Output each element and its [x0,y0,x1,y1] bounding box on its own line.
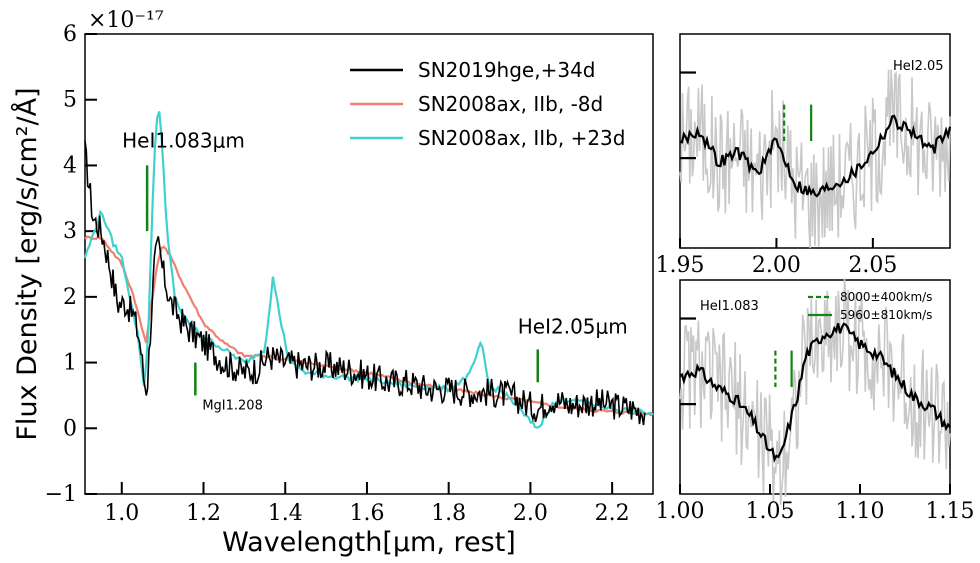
smoothed-spectrum-line [679,322,951,463]
y-tick-label: 4 [63,153,77,178]
inset-top-ticks: 1.95 2.00 2.05 [656,71,897,278]
legend-entry: SN2008ax, IIb, +23d [418,126,625,150]
x-tick-label: 2.05 [848,253,897,278]
smoothed-spectrum-line [679,114,952,198]
y-scale-label: ×10⁻¹⁷ [88,8,164,33]
inset-bottom-ticks: 1.00 1.05 1.10 1.15 [656,317,975,524]
y-tick-label: 0 [63,416,77,441]
inset-legend-entry: 8000±400km/s [840,290,932,304]
inset-bottom-panel: 1.00 1.05 1.10 1.15 HeI1.083 8000±400km/s 59… [656,278,975,524]
main-annotations: HeI1.083μm MgI1.208 HeI2.05μm [122,128,628,413]
inset-bottom-frame [679,279,951,495]
x-tick-label: 1.4 [268,501,303,526]
series-line [84,140,646,426]
x-tick-label: 1.05 [746,499,795,524]
inset-bottom-content [679,278,951,505]
annotation-label: MgI1.208 [202,398,263,413]
x-tick-label: 1.00 [656,499,705,524]
inset-top-label: HeI2.05 [893,59,944,74]
y-tick-label: 3 [63,219,77,244]
x-tick-label: 1.10 [836,499,885,524]
raw-spectrum-line [679,69,951,249]
x-axis-label: Wavelength[μm, rest] [222,527,516,558]
inset-top-panel: 1.95 2.00 2.05 HeI2.05 [656,33,952,278]
y-tick-label: 6 [63,22,77,47]
y-tick-label: 1 [63,351,77,376]
annotation-label: HeI2.05μm [518,314,628,338]
x-tick-label: 1.95 [656,253,705,278]
legend-entry: SN2019hge,+34d [418,58,596,82]
main-panel: 1.0 1.2 1.4 1.6 1.8 2.0 2.2 −1 0 1 2 3 4 5 6 HeI1.083μ… [11,8,654,558]
y-axis-label: Flux Density [erg/s/cm²/Å] [11,87,43,440]
raw-spectrum-line [679,278,951,505]
inset-bottom-legend: 8000±400km/s 5960±810km/s [808,290,932,322]
y-tick-label: 5 [63,88,77,113]
annotation-label: HeI1.083μm [122,128,245,152]
series-line [84,235,654,417]
y-tick-label: −1 [45,482,77,507]
inset-bottom-label: HeI1.083 [700,299,759,314]
legend-entry: SN2008ax, IIb, -8d [418,92,603,116]
x-tick-label: 1.6 [349,501,384,526]
y-tick-label: 2 [63,285,77,310]
legend: SN2019hge,+34d SN2008ax, IIb, -8d SN2008ax… [350,58,625,150]
x-tick-label: 1.15 [926,499,975,524]
main-ticks: 1.0 1.2 1.4 1.6 1.8 2.0 2.2 −1 0 1 2 3 4 5 6 [45,22,630,526]
x-tick-label: 2.00 [752,253,801,278]
inset-top-content [679,69,952,249]
x-tick-label: 1.8 [431,501,466,526]
main-series [83,111,654,429]
inset-legend-entry: 5960±810km/s [840,308,932,322]
x-tick-label: 2.2 [595,501,630,526]
main-plot-frame [84,33,654,495]
x-tick-label: 1.0 [104,501,139,526]
x-tick-label: 2.0 [513,501,548,526]
x-tick-label: 1.2 [186,501,221,526]
